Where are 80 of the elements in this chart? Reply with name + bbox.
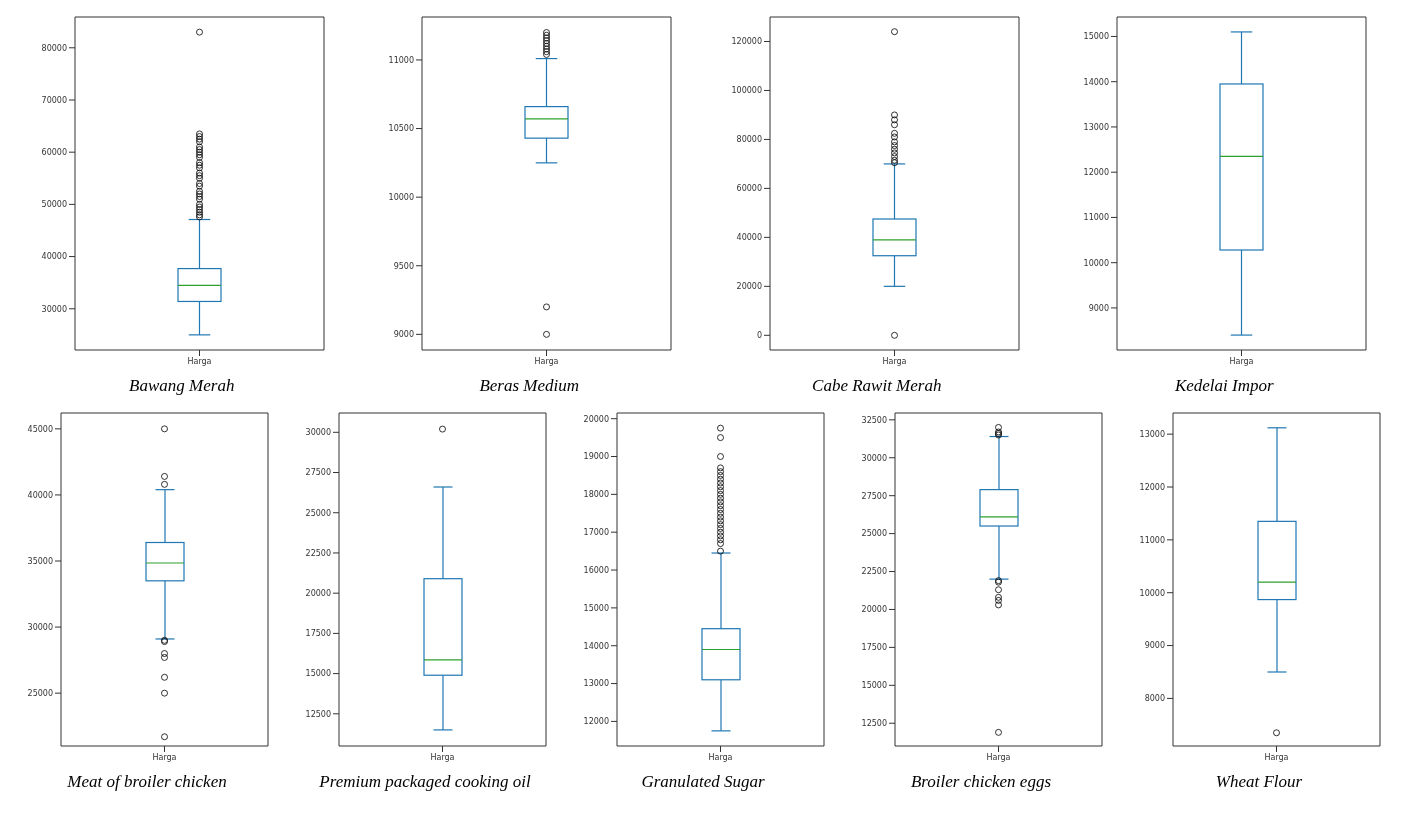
y-tick-label: 35000 xyxy=(27,556,53,566)
y-tick-label: 14000 xyxy=(583,641,609,651)
y-tick-label: 20000 xyxy=(736,282,762,292)
y-tick-label: 13000 xyxy=(1139,429,1165,439)
y-tick-label: 17500 xyxy=(305,629,331,639)
x-tick-label: Harga xyxy=(430,752,455,762)
y-tick-label: 27500 xyxy=(861,491,887,501)
y-tick-label: 25000 xyxy=(861,529,887,539)
y-tick-label: 12500 xyxy=(861,719,887,729)
y-tick-label: 16000 xyxy=(583,565,609,575)
y-tick-label: 32500 xyxy=(861,415,887,425)
y-tick-label: 20000 xyxy=(861,605,887,615)
y-tick-label: 27500 xyxy=(305,468,331,478)
y-tick-label: 25000 xyxy=(27,688,53,698)
y-tick-label: 11000 xyxy=(388,55,415,65)
text: Meat of broiler chicken xyxy=(67,772,227,792)
y-tick-label: 12500 xyxy=(305,709,331,719)
x-tick-label: Harga xyxy=(187,356,212,366)
y-tick-label: 100000 xyxy=(731,86,762,96)
y-tick-label: 25000 xyxy=(305,508,331,518)
y-tick-label: 9000 xyxy=(1088,303,1110,313)
y-tick-label: 10000 xyxy=(388,192,415,202)
y-tick-label: 45000 xyxy=(27,424,53,434)
y-tick-label: 80000 xyxy=(736,135,762,145)
y-tick-label: 80000 xyxy=(41,43,67,53)
y-tick-label: 60000 xyxy=(736,184,762,194)
x-tick-label: Harga xyxy=(986,752,1011,762)
y-tick-label: 13000 xyxy=(1083,122,1110,132)
y-tick-label: 30000 xyxy=(305,428,331,438)
y-tick-label: 8000 xyxy=(1144,694,1165,704)
x-tick-label: Harga xyxy=(1264,752,1289,762)
text: Granulated Sugar xyxy=(641,772,765,792)
y-tick-label: 15000 xyxy=(861,681,887,691)
text: Kedelai Impor xyxy=(1174,376,1274,396)
y-tick-label: 70000 xyxy=(41,95,67,105)
y-tick-label: 9500 xyxy=(393,261,415,271)
y-tick-label: 30000 xyxy=(27,622,53,632)
y-tick-label: 40000 xyxy=(41,252,67,262)
y-tick-label: 15000 xyxy=(1083,32,1110,42)
y-tick-label: 13000 xyxy=(583,679,609,689)
y-tick-label: 9000 xyxy=(1144,641,1165,651)
y-tick-label: 12000 xyxy=(583,717,609,727)
y-tick-label: 11000 xyxy=(1083,213,1110,223)
y-tick-label: 0 xyxy=(756,331,762,341)
y-tick-label: 9000 xyxy=(393,330,415,340)
y-tick-label: 30000 xyxy=(861,453,887,463)
y-tick-label: 19000 xyxy=(583,452,609,462)
y-tick-label: 120000 xyxy=(731,37,762,47)
text: Wheat Flour xyxy=(1215,772,1303,792)
y-tick-label: 30000 xyxy=(41,304,67,314)
y-tick-label: 40000 xyxy=(27,490,53,500)
y-tick-label: 20000 xyxy=(305,589,331,599)
text: Cabe Rawit Merah xyxy=(812,376,942,396)
y-tick-label: 17500 xyxy=(861,643,887,653)
y-tick-label: 18000 xyxy=(583,490,609,500)
y-tick-label: 14000 xyxy=(1083,77,1110,87)
y-tick-label: 22500 xyxy=(861,567,887,577)
y-tick-label: 10000 xyxy=(1083,258,1110,268)
y-tick-label: 10000 xyxy=(1139,588,1165,598)
y-tick-label: 50000 xyxy=(41,200,67,210)
x-tick-label: Harga xyxy=(534,356,559,366)
x-tick-label: Harga xyxy=(708,752,733,762)
text: Premium packaged cooking oil xyxy=(319,772,531,792)
text: Broiler chicken eggs xyxy=(910,772,1052,792)
text: Beras Medium xyxy=(479,376,580,396)
text: Bawang Merah xyxy=(129,376,235,396)
y-tick-label: 40000 xyxy=(736,233,762,243)
y-tick-label: 17000 xyxy=(583,528,609,538)
y-tick-label: 15000 xyxy=(583,603,609,613)
y-tick-label: 22500 xyxy=(305,548,331,558)
y-tick-label: 12000 xyxy=(1083,168,1110,178)
y-tick-label: 20000 xyxy=(583,414,609,424)
y-tick-label: 10500 xyxy=(388,124,415,134)
x-tick-label: Harga xyxy=(152,752,177,762)
x-tick-label: Harga xyxy=(1229,356,1254,366)
x-tick-label: Harga xyxy=(882,356,907,366)
y-tick-label: 60000 xyxy=(41,148,67,158)
y-tick-label: 11000 xyxy=(1139,535,1165,545)
y-tick-label: 12000 xyxy=(1139,482,1165,492)
y-tick-label: 15000 xyxy=(305,669,331,679)
